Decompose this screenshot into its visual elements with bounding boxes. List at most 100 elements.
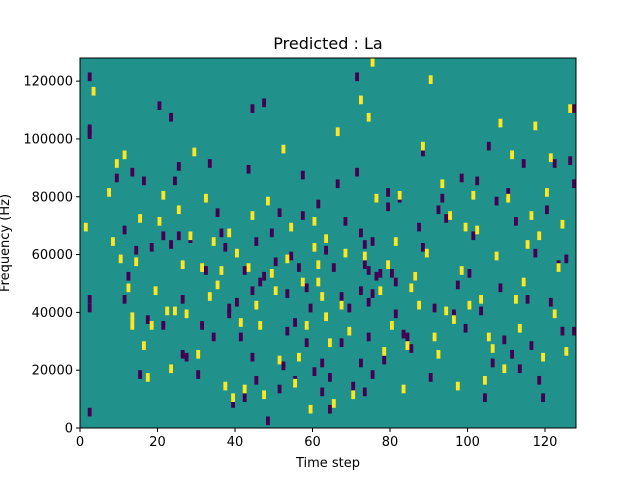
heatmap-cell-low (324, 245, 329, 255)
heatmap-cell-low (541, 393, 546, 402)
heatmap-cell-low (370, 370, 375, 379)
heatmap-cell-low (494, 196, 499, 206)
heatmap-cell-low (320, 387, 325, 397)
heatmap-cell-high (393, 237, 398, 246)
heatmap-cell-low (266, 416, 270, 426)
heatmap-cell-low (432, 303, 437, 313)
heatmap-cell-low (339, 292, 344, 301)
heatmap-cell-high (502, 364, 507, 374)
heatmap-cell-high (211, 237, 216, 246)
heatmap-cell-low (328, 373, 332, 382)
heatmap-cell-low (227, 309, 232, 319)
heatmap-cell-high (207, 292, 212, 301)
heatmap-cell-low (479, 306, 484, 316)
x-tick-label: 40 (227, 435, 244, 450)
heatmap-cell-low (246, 164, 251, 174)
heatmap-cell-low (227, 303, 232, 313)
heatmap-cell-low (269, 228, 274, 238)
heatmap-cell-high (126, 283, 131, 293)
heatmap-cell-low (366, 266, 371, 275)
heatmap-cell-low (250, 286, 255, 296)
heatmap-cell-low (87, 130, 92, 139)
heatmap-cell-low (149, 243, 154, 252)
heatmap-cell-high (258, 321, 263, 330)
heatmap-cell-low (114, 173, 119, 183)
heatmap-cell-low (223, 243, 228, 252)
heatmap-cell-high (386, 260, 391, 270)
heatmap-cell-low (320, 358, 325, 368)
heatmap-cell-low (169, 240, 174, 249)
heatmap-cell-low (331, 263, 336, 272)
heatmap-cell-high (324, 234, 329, 243)
heatmap-cell-high (378, 286, 383, 296)
heatmap-cell-low (498, 283, 503, 293)
heatmap-cell-low (572, 104, 577, 113)
x-tick-label: 120 (533, 435, 558, 450)
heatmap-cell-low (548, 297, 553, 307)
heatmap-cell-low (359, 358, 363, 368)
heatmap-cell-low (359, 286, 363, 296)
heatmap-cell-high (266, 196, 270, 206)
heatmap-cell-high (347, 326, 352, 336)
heatmap-cell-low (297, 263, 301, 272)
heatmap-cell-low (525, 295, 530, 304)
heatmap-cell-low (386, 202, 391, 212)
heatmap-cell-high (514, 295, 518, 304)
heatmap-cell-high (382, 347, 387, 356)
heatmap-cell-high (463, 222, 468, 232)
heatmap-cell-high (273, 286, 278, 296)
heatmap-cell-low (362, 240, 367, 249)
heatmap-cell-low (211, 332, 216, 342)
heatmap-cell-low (250, 352, 255, 362)
heatmap-cell-low (347, 303, 352, 313)
heatmap-cell-high (246, 263, 251, 272)
heatmap-cell-low (176, 231, 181, 241)
heatmap-cell-high (293, 378, 298, 388)
heatmap-cell-low (142, 176, 146, 186)
heatmap-cell-low (180, 295, 185, 304)
heatmap-cell-high (235, 248, 239, 258)
heatmap-cell-high (312, 216, 317, 226)
heatmap-cell-high (448, 211, 453, 220)
heatmap-cell-low (475, 176, 480, 186)
heatmap-cell-high (134, 257, 139, 267)
heatmap-cell-low (390, 269, 394, 278)
heatmap-cell-low (215, 208, 220, 217)
heatmap-cell-low (339, 338, 344, 348)
heatmap-cell-high (359, 95, 363, 105)
heatmap-cell-high (459, 266, 464, 275)
heatmap-cell-high (533, 121, 538, 131)
heatmap-cell-high (471, 190, 476, 200)
heatmap-cell-low (362, 260, 367, 270)
heatmap-cell-low (200, 321, 205, 330)
heatmap-cell-high (409, 283, 414, 293)
heatmap-cell-high (161, 190, 166, 200)
heatmap-cell-high (111, 237, 115, 246)
heatmap-cell-high (200, 263, 205, 272)
heatmap-cell-high (440, 179, 445, 189)
heatmap-cell-low (436, 205, 441, 215)
heatmap-cell-high (215, 280, 220, 290)
heatmap-cell-high (188, 231, 193, 241)
heatmap-cell-high (153, 286, 158, 296)
heatmap-cell-low (87, 72, 92, 82)
heatmap-cell-high (297, 352, 301, 362)
heatmap-cell-low (254, 375, 259, 385)
heatmap-cell-low (514, 216, 518, 226)
heatmap-cell-low (87, 407, 92, 417)
heatmap-cell-low (262, 271, 267, 281)
heatmap-cell-low (455, 280, 460, 290)
heatmap-cell-high (537, 231, 542, 241)
heatmap-cell-low (180, 349, 185, 359)
heatmap-cell-high (285, 254, 290, 264)
heatmap-cell-low (281, 361, 286, 371)
heatmap-cell-low (242, 266, 247, 275)
heatmap-cell-low (521, 159, 526, 168)
heatmap-cell-high (238, 318, 243, 327)
heatmap-cell-low (235, 297, 239, 307)
heatmap-cell-high (219, 266, 224, 275)
heatmap-cell-high (405, 341, 410, 350)
heatmap-cell-high (176, 205, 181, 215)
heatmap-cell-low (351, 381, 356, 391)
